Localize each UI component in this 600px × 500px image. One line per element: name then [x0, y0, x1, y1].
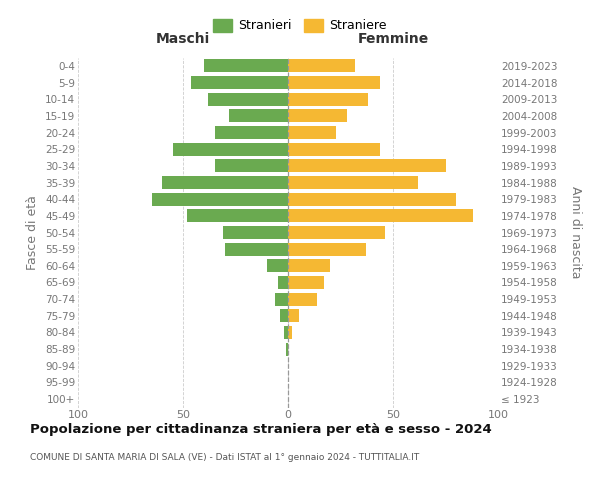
Bar	[288, 242, 366, 256]
Bar	[215, 126, 288, 139]
Bar	[173, 142, 288, 156]
Text: Popolazione per cittadinanza straniera per età e sesso - 2024: Popolazione per cittadinanza straniera p…	[30, 422, 492, 436]
Text: COMUNE DI SANTA MARIA DI SALA (VE) - Dati ISTAT al 1° gennaio 2024 - TUTTITALIA.: COMUNE DI SANTA MARIA DI SALA (VE) - Dat…	[30, 452, 419, 462]
Y-axis label: Fasce di età: Fasce di età	[26, 195, 40, 270]
Bar	[215, 160, 288, 172]
Bar	[288, 92, 368, 106]
Bar	[191, 76, 288, 89]
Bar	[223, 226, 288, 239]
Bar	[204, 60, 288, 72]
Bar	[288, 142, 380, 156]
Bar	[288, 176, 418, 189]
Bar	[288, 110, 347, 122]
Bar	[288, 226, 385, 239]
Bar	[286, 342, 288, 355]
Bar	[229, 110, 288, 122]
Bar	[288, 276, 324, 289]
Bar	[288, 310, 299, 322]
Bar	[277, 276, 288, 289]
Bar	[288, 326, 292, 339]
Bar	[187, 210, 288, 222]
Y-axis label: Anni di nascita: Anni di nascita	[569, 186, 581, 279]
Bar	[225, 242, 288, 256]
Bar	[288, 260, 330, 272]
Bar	[284, 326, 288, 339]
Bar	[288, 292, 317, 306]
Bar	[288, 76, 380, 89]
Bar	[288, 160, 445, 172]
Text: Maschi: Maschi	[156, 32, 210, 46]
Bar	[288, 126, 337, 139]
Bar	[267, 260, 288, 272]
Bar	[208, 92, 288, 106]
Bar	[275, 292, 288, 306]
Bar	[288, 192, 456, 205]
Legend: Stranieri, Straniere: Stranieri, Straniere	[208, 14, 392, 38]
Bar	[280, 310, 288, 322]
Bar	[288, 210, 473, 222]
Bar	[288, 60, 355, 72]
Bar	[151, 192, 288, 205]
Bar	[162, 176, 288, 189]
Text: Femmine: Femmine	[358, 32, 428, 46]
